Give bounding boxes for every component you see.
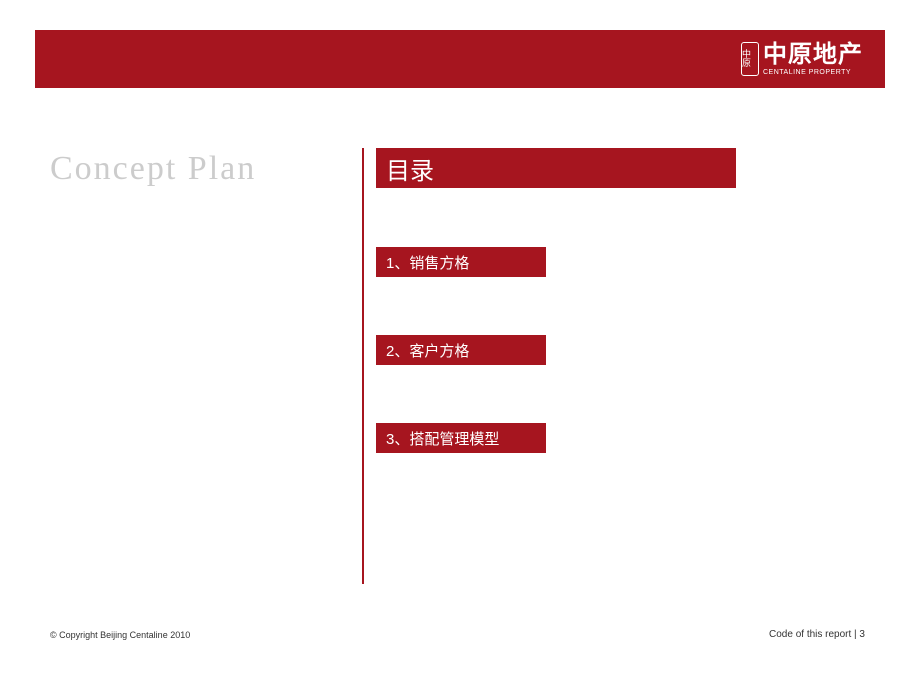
footer-copyright: © Copyright Beijing Centaline 2010 (50, 630, 190, 640)
toc-item-1: 1、销售方格 (376, 247, 546, 277)
logo-text-group: 中原地产 CENTALINE PROPERTY (763, 43, 863, 76)
header-bar: 中原 中原地产 CENTALINE PROPERTY (35, 30, 885, 88)
footer-page-number: Code of this report | 3 (769, 629, 865, 640)
toc-header: 目录 (376, 148, 736, 188)
logo-badge: 中原 (741, 42, 759, 76)
toc-item-2: 2、客户方格 (376, 335, 546, 365)
concept-plan-title: Concept Plan (50, 150, 256, 188)
logo-english: CENTALINE PROPERTY (763, 69, 863, 76)
toc-item-3: 3、搭配管理模型 (376, 423, 546, 453)
logo-chinese: 中原地产 (763, 43, 863, 67)
vertical-divider (362, 148, 364, 584)
company-logo: 中原 中原地产 CENTALINE PROPERTY (741, 42, 863, 76)
